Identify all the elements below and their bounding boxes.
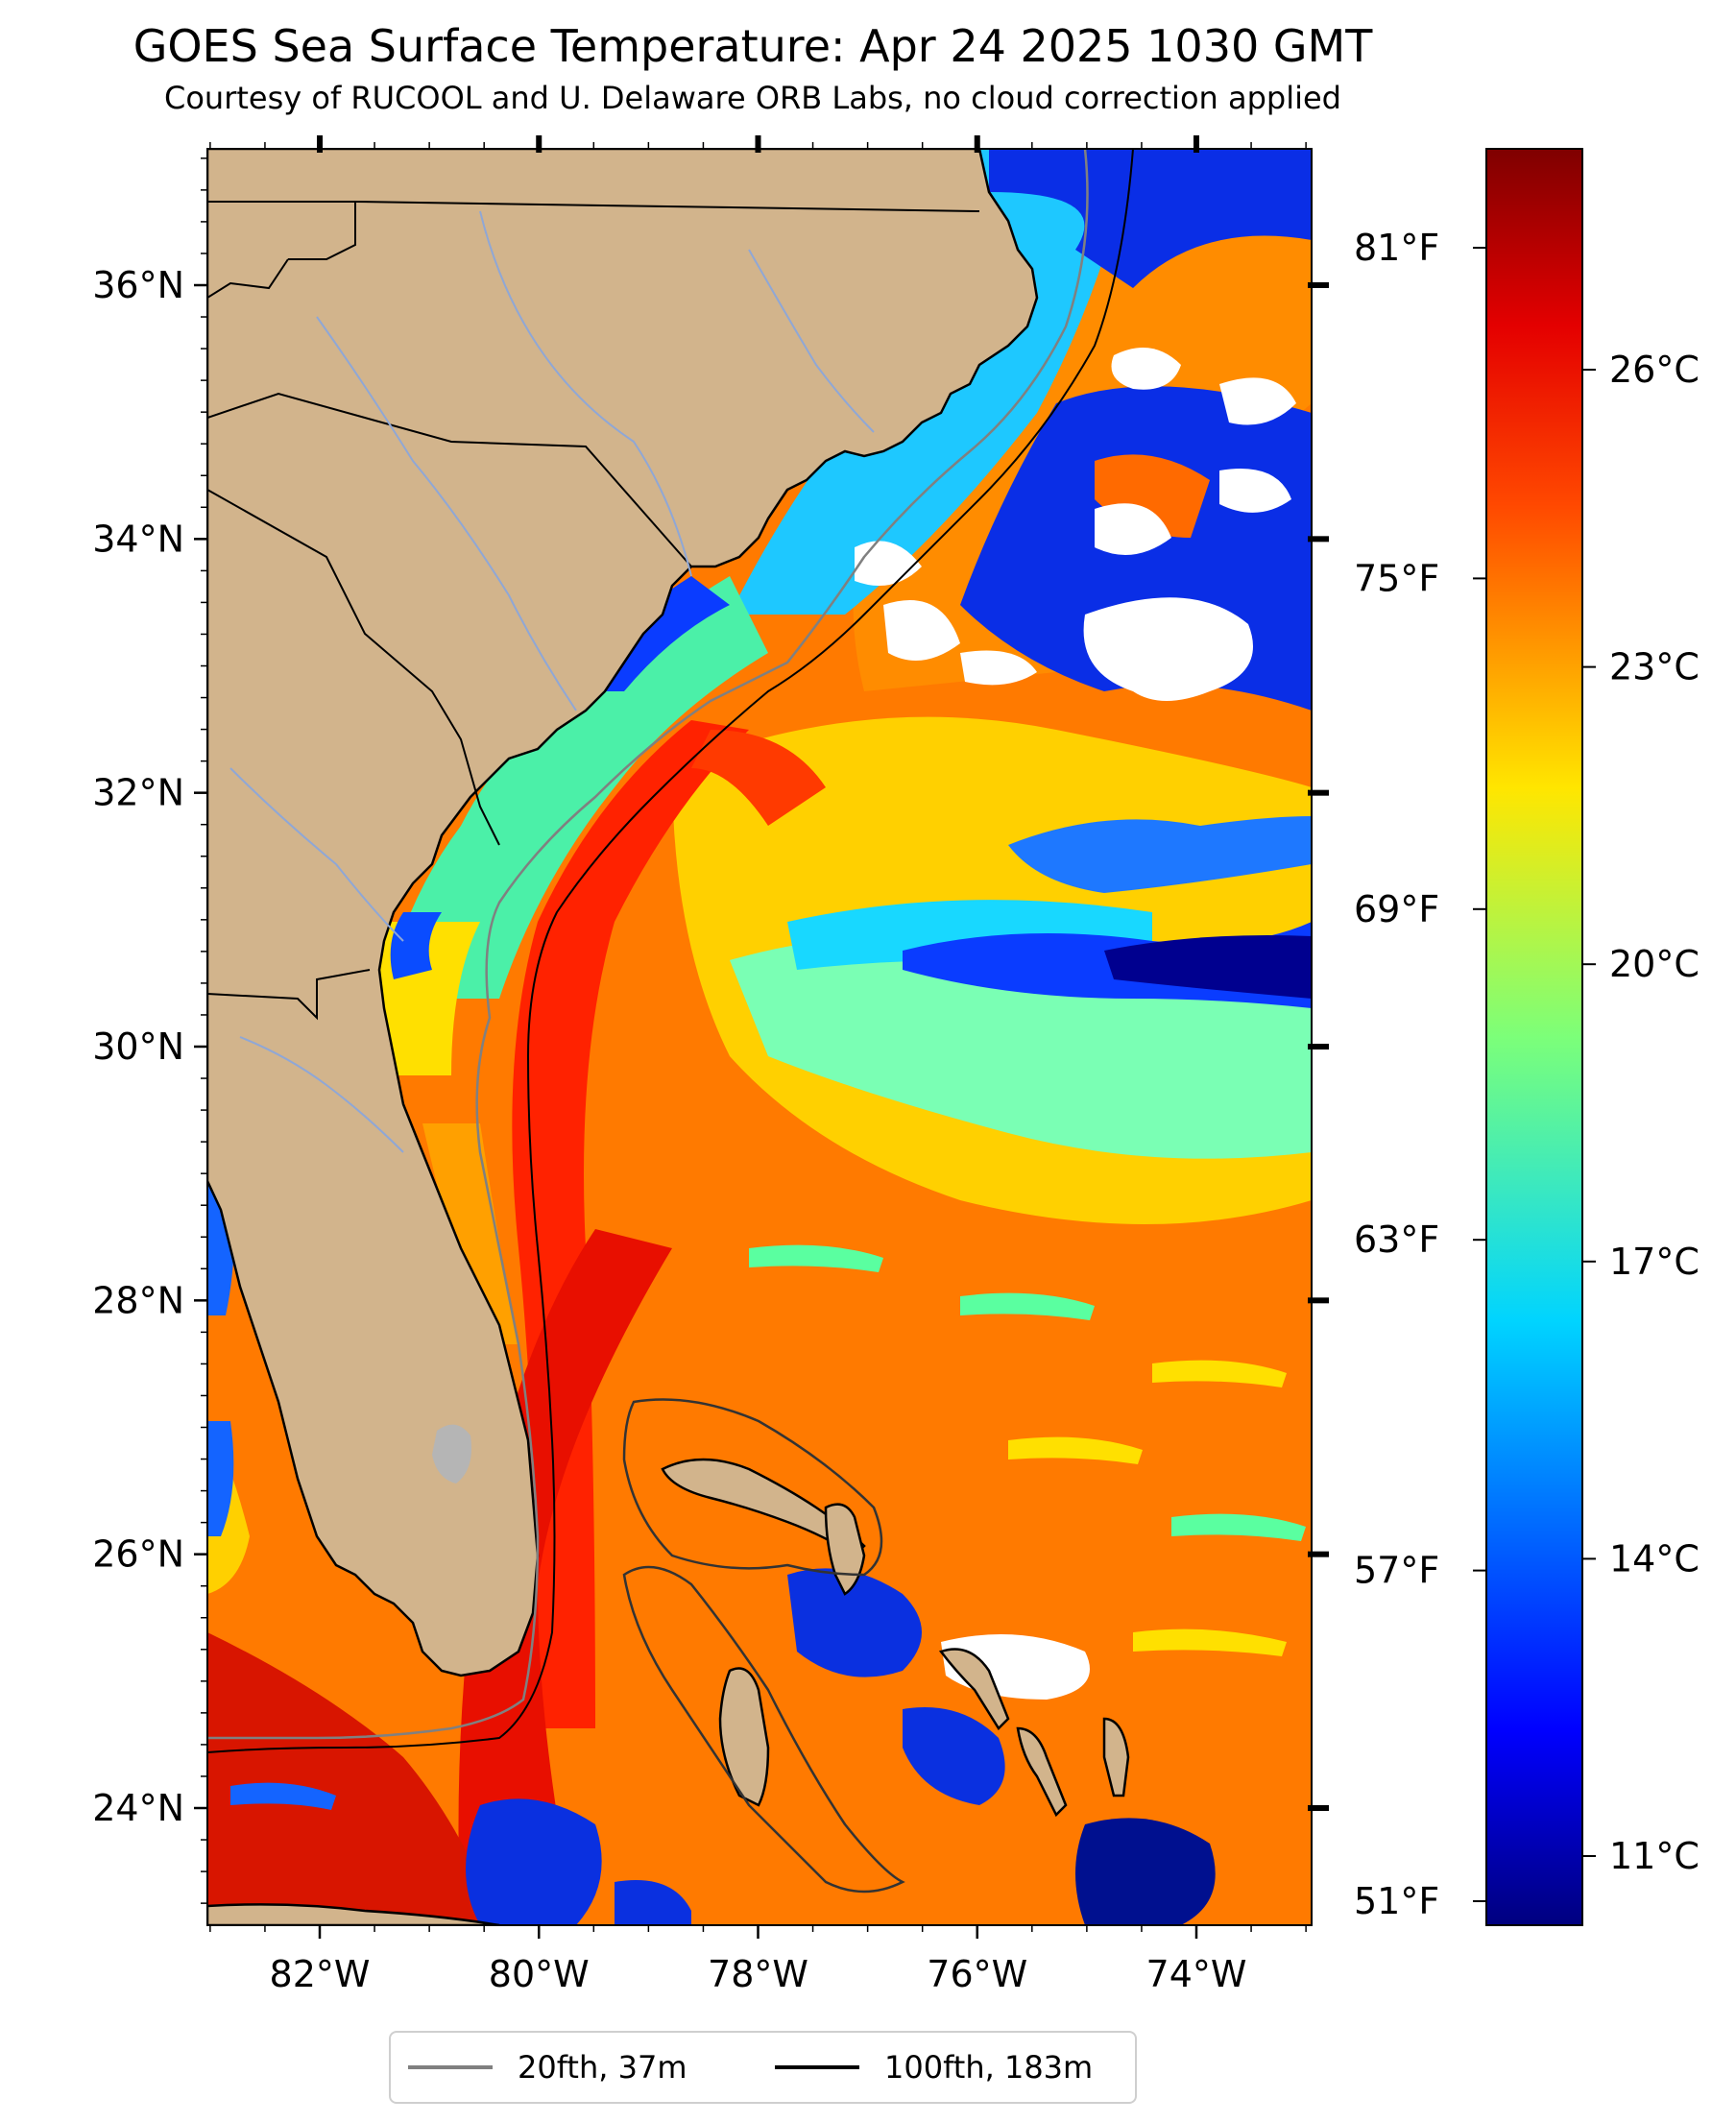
cloud-patch [1219, 377, 1296, 425]
cold-bank-water [903, 1707, 1005, 1805]
lon-label: 74°W [1146, 1953, 1247, 1995]
fahrenheit-label: 57°F [1354, 1550, 1439, 1592]
lon-label: 82°W [270, 1953, 371, 1995]
cold-inshore-patch-ga [390, 912, 442, 979]
fahrenheit-label: 81°F [1354, 227, 1439, 269]
florida-shelf-water [422, 1123, 518, 1344]
sst-streak [1152, 1360, 1287, 1387]
island-andros [718, 1667, 770, 1807]
lat-frame-mark [1308, 789, 1329, 796]
fahrenheit-label: 69°F [1354, 888, 1439, 930]
lat-label: 36°N [92, 264, 184, 306]
celsius-label: 20°C [1609, 943, 1700, 985]
cloud-patch [1219, 469, 1291, 513]
fahrenheit-label: 63°F [1354, 1218, 1439, 1261]
island-eleuthera [938, 1648, 1010, 1730]
celsius-label: 23°C [1609, 646, 1700, 688]
isobath-20-fathom [207, 149, 1089, 1740]
lat-label: 24°N [92, 1787, 184, 1829]
map-title: GOES Sea Surface Temperature: Apr 24 202… [133, 20, 1373, 72]
isobath-bahamas-100 [622, 1398, 883, 1577]
cloud-patch [1111, 348, 1181, 390]
gulf-stream-warm-lobe [691, 730, 826, 826]
lat-label: 34°N [92, 518, 184, 560]
land-us-mainland [207, 149, 1039, 1677]
legend-line-black [775, 2065, 859, 2069]
cool-filament-upper [1008, 816, 1312, 893]
sst-streak [1008, 1436, 1143, 1464]
lake-okeechobee [432, 1424, 471, 1484]
isobath-bahamas-south [622, 1565, 905, 1894]
island-cat [1102, 1717, 1130, 1797]
cloud-patch [1095, 503, 1171, 555]
shelf-water-carolinas [384, 576, 768, 999]
florida-current [458, 1229, 672, 1925]
gulf-warm-southwest [207, 1632, 499, 1925]
cold-water-northeast [989, 149, 1312, 288]
celsius-label: 14°C [1609, 1537, 1700, 1580]
isobath-legend: 20fth, 37m 100fth, 183m [389, 2031, 1137, 2104]
island-abaco [824, 1503, 866, 1596]
cloud-patch-large [1083, 597, 1253, 701]
fahrenheit-label: 51°F [1354, 1880, 1439, 1922]
gulf-coast-cool [207, 1421, 234, 1536]
rivers [229, 210, 875, 1153]
lat-label: 32°N [92, 772, 184, 814]
celsius-label: 17°C [1609, 1241, 1700, 1283]
island-grand-bahama [661, 1458, 866, 1557]
gulf-stream-core [512, 720, 749, 1728]
sst-streak [749, 1244, 883, 1272]
sst-streak [1171, 1513, 1306, 1541]
legend-item-100fth: 100fth, 183m [775, 2033, 1093, 2102]
lon-label: 76°W [927, 1953, 1027, 1995]
sst-streak [960, 1292, 1095, 1320]
colorbar-celsius-labels: 26°C 23°C 20°C 17°C 14°C 11°C [1582, 349, 1700, 1877]
legend-line-gray [408, 2065, 493, 2069]
legend-label-100fth: 100fth, 183m [884, 2049, 1094, 2086]
lat-frame-mark [1308, 282, 1329, 288]
celsius-label: 11°C [1609, 1835, 1700, 1877]
celsius-label: 26°C [1609, 349, 1700, 391]
sst-map [207, 149, 1312, 1925]
cold-bank-water [615, 1880, 691, 1925]
map-subtitle: Courtesy of RUCOOL and U. Delaware ORB L… [164, 80, 1341, 116]
lat-frame-mark [1308, 1044, 1329, 1049]
cold-bank-water [466, 1798, 602, 1925]
cold-bank-water [1075, 1818, 1216, 1925]
lon-label: 78°W [708, 1953, 808, 1995]
lat-frame-mark [1308, 1551, 1329, 1557]
fahrenheit-label: 75°F [1354, 557, 1439, 599]
island-exuma-chain [1016, 1726, 1068, 1818]
longitude-labels: 82°W 80°W 78°W 76°W 74°W [270, 1953, 1247, 1995]
cold-bank-water [787, 1568, 922, 1677]
lat-label: 30°N [92, 1025, 184, 1068]
state-borders [207, 201, 980, 1021]
cloud-patch [883, 600, 960, 661]
legend-label-20fth: 20fth, 37m [518, 2049, 687, 2086]
colorbar [1485, 148, 1583, 1926]
legend-item-20fth: 20fth, 37m [408, 2033, 687, 2102]
lat-frame-mark [1308, 536, 1329, 543]
colorbar-fahrenheit-labels: 81°F 75°F 69°F 63°F 57°F 51°F [1354, 227, 1486, 1922]
lat-label: 26°N [92, 1533, 184, 1576]
island-cuba-edge [207, 1903, 500, 1925]
lat-label: 28°N [92, 1279, 184, 1321]
lat-frame-mark [1308, 1805, 1329, 1811]
cloud-patch [960, 650, 1037, 686]
coldest-filament [1104, 935, 1312, 999]
sst-streak [230, 1782, 336, 1810]
sst-streak [1133, 1628, 1287, 1656]
isobath-100-fathom [207, 149, 1134, 1753]
lat-frame-mark [1308, 1297, 1329, 1304]
latitude-labels: 36°N 34°N 32°N 30°N 28°N 26°N 24°N [92, 264, 184, 1829]
map-ticks [194, 135, 1329, 1939]
lon-label: 80°W [489, 1953, 590, 1995]
